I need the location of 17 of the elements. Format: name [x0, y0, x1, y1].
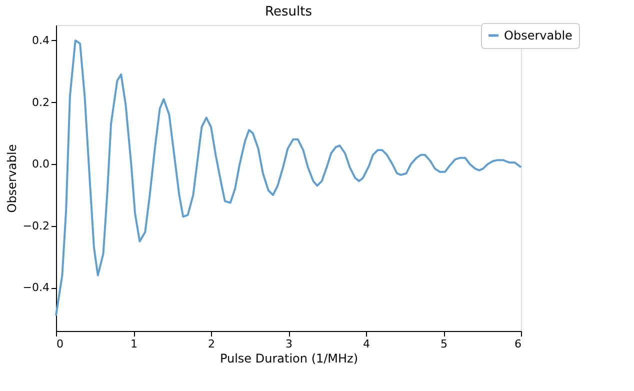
y-tick-label: −0.4 [22, 281, 50, 294]
y-tick-label: −0.2 [22, 219, 50, 232]
chart-title: Results [265, 4, 312, 20]
line-series [55, 39, 522, 317]
y-tick-label: 0.4 [32, 34, 50, 47]
x-tick-label: 1 [130, 338, 138, 350]
x-tick-label: 6 [514, 338, 522, 350]
x-axis-title: Pulse Duration (1/MHz) [220, 352, 358, 366]
x-tick-label: 4 [363, 338, 370, 350]
x-tick-label: 0 [56, 338, 64, 350]
y-axis-title: Observable [4, 144, 19, 213]
y-tick-label: 0.2 [32, 96, 50, 109]
legend-label: Observable [504, 28, 572, 42]
x-tick-label: 2 [208, 338, 215, 350]
y-tick-label: 0.0 [32, 158, 50, 171]
x-tick-label: 5 [440, 338, 448, 350]
x-tick-label: 3 [286, 338, 292, 350]
